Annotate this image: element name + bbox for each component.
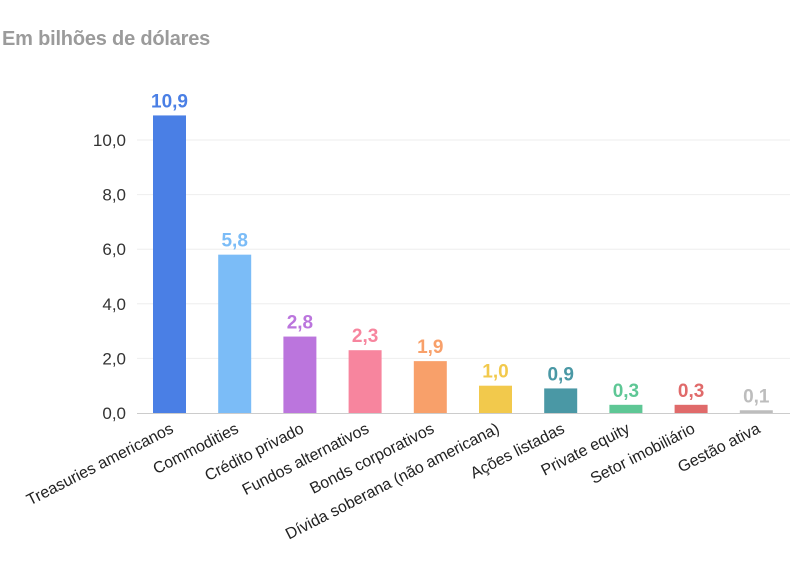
bar: [153, 115, 186, 414]
value-label: 2,8: [287, 313, 313, 334]
bar: [218, 254, 252, 413]
y-tick-label: 6,0: [102, 240, 126, 259]
y-axis-ticks: 0,0 2,0 4,0 6,0 8,0 10,0: [93, 131, 126, 423]
value-label: 0,3: [678, 381, 704, 402]
bar: [739, 410, 773, 413]
gridlines: [137, 139, 790, 414]
y-tick-label: 2,0: [102, 349, 126, 368]
y-tick-label: 4,0: [102, 295, 126, 314]
bars: [153, 115, 773, 414]
y-tick-label: 0,0: [102, 404, 126, 423]
bar: [479, 385, 512, 413]
y-tick-label: 10,0: [93, 131, 126, 150]
bar: [348, 350, 382, 413]
category-labels: Treasuries americanosCommoditiesCrédito …: [24, 420, 763, 543]
value-label: 2,3: [352, 326, 378, 347]
value-label: 0,9: [547, 364, 573, 385]
value-label: 0,1: [743, 386, 770, 407]
y-tick-label: 8,0: [102, 186, 126, 205]
bar: [674, 404, 708, 413]
bar: [283, 336, 317, 413]
value-label: 1,9: [417, 337, 443, 358]
bar: [544, 388, 578, 413]
value-label: 1,0: [482, 362, 508, 383]
chart-title: Em bilhões de dólares: [2, 28, 211, 50]
bar: [413, 361, 447, 413]
value-label: 5,8: [221, 231, 247, 252]
bar: [609, 404, 643, 413]
value-label: 0,3: [613, 381, 639, 402]
value-label: 10,9: [151, 91, 188, 112]
value-labels: 10,9 5,8 2,8 2,3 1,9 1,0 0,9 0,3 0,3 0,1: [151, 91, 770, 407]
